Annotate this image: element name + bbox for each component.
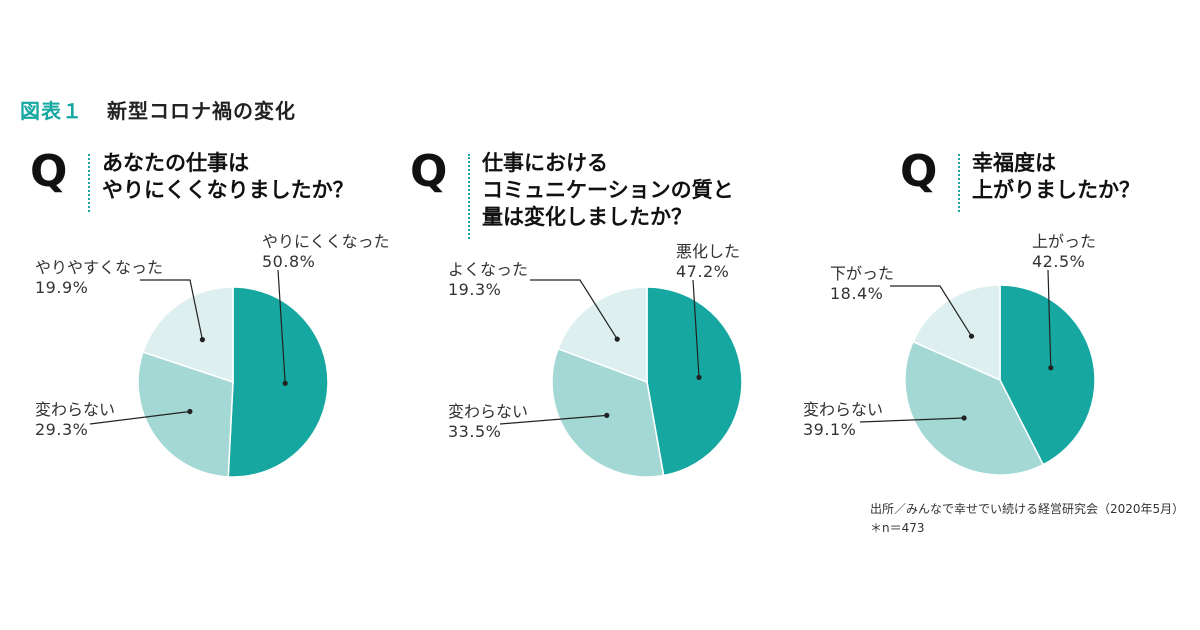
slice-label: やりにくくなった 50.8%: [262, 232, 390, 272]
leader-line: [277, 269, 286, 384]
question-line: やりにくくなりましたか？: [102, 178, 354, 202]
question-line: 上がりましたか？: [972, 178, 1140, 202]
leader-line: [530, 279, 618, 340]
question-mark-icon: Q: [30, 146, 68, 197]
question-mark-icon: Q: [410, 146, 448, 197]
slice-label-value: 18.4%: [830, 284, 884, 303]
question-line: 幸福度は: [972, 151, 1056, 175]
leader-line: [140, 279, 203, 340]
slice-label-name: よくなった: [448, 260, 529, 279]
slice-label: 上がった 42.5%: [1032, 232, 1096, 272]
slice-label-value: 19.9%: [35, 278, 89, 297]
slice-label-value: 29.3%: [35, 420, 89, 439]
question-line: コミュニケーションの質と: [482, 178, 734, 202]
pie-chart: [89, 269, 329, 478]
question-line: あなたの仕事は: [102, 151, 249, 175]
leader-line: [859, 417, 965, 423]
question-divider: [88, 154, 90, 212]
figure-header: 図表１ 新型コロナ禍の変化: [20, 95, 296, 124]
slice-label-value: 39.1%: [803, 420, 857, 439]
slice-label-name: 悪化した: [676, 242, 741, 261]
slice-label: 変わらない 33.5%: [448, 402, 528, 442]
leader-line: [692, 279, 700, 378]
pie-slice: [551, 347, 665, 478]
chart-panel-communication: Q 仕事におけるコミュニケーションの質と 量は変化しましたか？ 悪化した 47.2% 変わ…: [410, 140, 810, 500]
question-text: 仕事におけるコミュニケーションの質と 量は変化しましたか？: [482, 150, 734, 231]
figure-title: 新型コロナ禍の変化: [107, 99, 296, 123]
leader-line: [1047, 269, 1052, 368]
question-header: Q 仕事における コミュニケーションの質と 量は変化しましたか？: [410, 150, 734, 239]
slice-label-value: 50.8%: [262, 252, 316, 271]
slice-label-name: やりやすくなった: [35, 258, 164, 277]
slice-label: やりやすくなった 19.9%: [35, 258, 163, 298]
chart-panel-work-difficulty: Q あなたの仕事はやりにくくなりましたか？ やりにくくなった 50.8% 変わらない 29…: [30, 140, 400, 500]
pie-slice: [912, 284, 1001, 382]
slice-label-name: 変わらない: [803, 400, 884, 419]
slice-label: 変わらない 39.1%: [803, 400, 883, 440]
question-text: 幸福度は上がりましたか？: [972, 150, 1140, 204]
slice-label-name: 上がった: [1032, 232, 1097, 251]
pie-slice: [904, 340, 1045, 476]
question-mark-icon: Q: [900, 146, 938, 197]
source-note: 出所／みんなで幸せでい続ける経営研究会（2020年5月） ＊n＝473: [870, 500, 1184, 538]
slice-label-name: 下がった: [830, 264, 895, 283]
slice-label: 下がった 18.4%: [830, 264, 894, 304]
pie-slice: [227, 286, 329, 478]
question-divider: [468, 154, 470, 239]
slice-label-value: 42.5%: [1032, 252, 1086, 271]
chart-panel-happiness: Q 幸福度は上がりましたか？ 上がった 42.5% 変わらない 39.1% 下がった 18.4…: [800, 140, 1170, 500]
leader-line: [890, 285, 973, 337]
slice-label-name: 変わらない: [35, 400, 116, 419]
slice-label: 変わらない 29.3%: [35, 400, 115, 440]
pie-slice: [141, 286, 234, 384]
pie-slice: [557, 286, 648, 384]
question-text: あなたの仕事はやりにくくなりましたか？: [102, 150, 354, 204]
pie-slice: [646, 286, 743, 477]
source-citation: 出所／みんなで幸せでい続ける経営研究会（2020年5月）: [870, 502, 1185, 516]
slice-label: 悪化した 47.2%: [676, 242, 740, 282]
slice-label: よくなった 19.3%: [448, 260, 528, 300]
slice-label-name: 変わらない: [448, 402, 529, 421]
sample-size: ＊n＝473: [870, 521, 925, 535]
question-line: 仕事における: [482, 151, 608, 175]
question-line: 量は変化しましたか？: [482, 205, 692, 229]
question-divider: [958, 154, 960, 212]
pie-slice: [999, 284, 1096, 466]
slice-label-name: やりにくくなった: [262, 232, 390, 251]
pie-slice: [137, 351, 234, 478]
slice-label-value: 47.2%: [676, 262, 730, 281]
slice-label-value: 33.5%: [448, 422, 502, 441]
figure-number: 図表１: [20, 99, 83, 123]
pie-chart: [859, 269, 1096, 476]
slice-label-value: 19.3%: [448, 280, 502, 299]
question-header: Q あなたの仕事は やりにくくなりましたか？: [30, 150, 354, 212]
leader-line: [499, 414, 607, 425]
leader-line: [89, 410, 190, 425]
question-header: Q 幸福度は 上がりましたか？: [900, 150, 1140, 212]
leader-dot: [604, 412, 610, 418]
pie-chart: [499, 279, 743, 478]
